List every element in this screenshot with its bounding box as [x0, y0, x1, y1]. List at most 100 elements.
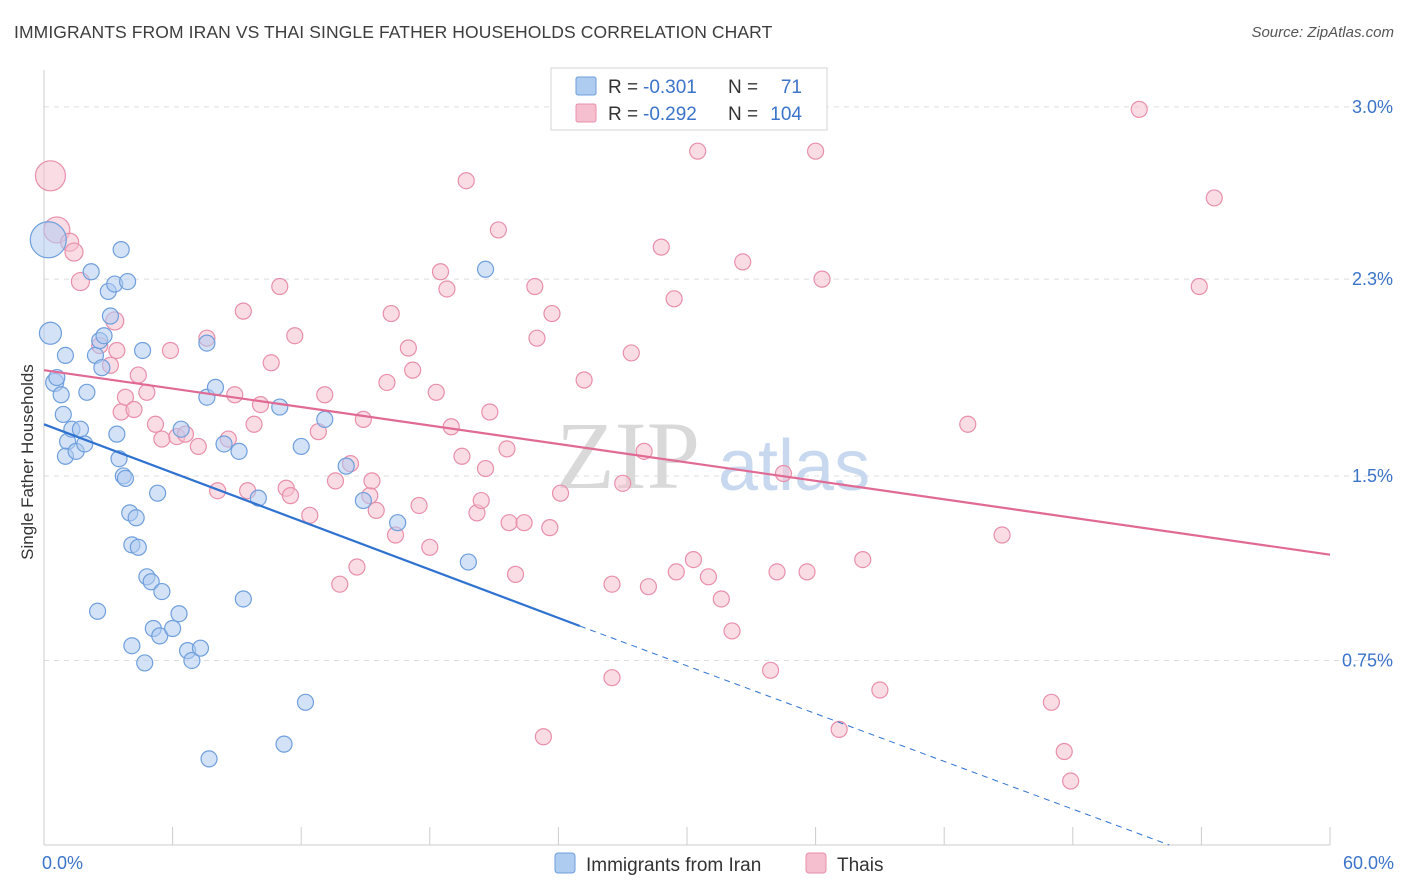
iran-point — [275, 735, 293, 753]
legend-swatch-iran — [575, 76, 597, 96]
thais-point — [622, 344, 640, 362]
iran-point — [354, 491, 372, 510]
thais-point — [603, 575, 621, 593]
iran-point — [56, 346, 75, 364]
thais-point — [161, 341, 180, 360]
legend-box — [550, 67, 828, 131]
thais-point — [472, 491, 490, 510]
iran-point — [29, 221, 67, 259]
legend-r-value-thais: -0.292 — [643, 104, 697, 125]
iran-point — [95, 327, 113, 345]
legend-r-value-iran: -0.301 — [643, 77, 697, 98]
iran-point — [52, 386, 70, 404]
thais-point — [281, 487, 300, 505]
x-tick-label: 0.0% — [42, 853, 83, 873]
thais-point — [712, 590, 730, 608]
thais-point — [1055, 742, 1073, 761]
thais-point — [129, 366, 147, 384]
thais-point — [34, 160, 67, 192]
thais-point — [498, 440, 516, 458]
thais-point — [245, 415, 263, 433]
iran-point — [230, 442, 248, 460]
iran-point — [191, 639, 210, 657]
thais-point — [316, 386, 334, 404]
bottom-legend-swatch-thais — [805, 852, 827, 874]
source-credit: Source: ZipAtlas.com — [1251, 24, 1394, 41]
thais-point — [481, 403, 499, 421]
thais-point — [506, 565, 525, 583]
thais-point — [348, 558, 366, 576]
y-axis-title: Single Father Households — [18, 364, 37, 560]
legend-swatch-thais — [575, 103, 597, 123]
thais-point — [543, 304, 561, 323]
legend-n-label-thais: N = — [728, 104, 758, 125]
iran-point — [198, 334, 216, 352]
thais-point — [534, 728, 552, 746]
thais-point — [301, 506, 319, 524]
thais-point — [125, 400, 143, 419]
bottom-legend-label-thais: Thais — [837, 855, 883, 876]
thais-point — [639, 578, 658, 596]
iran-point — [129, 538, 147, 556]
iran-point — [54, 405, 72, 424]
iran-point — [459, 553, 477, 571]
iran-point — [151, 627, 169, 645]
iran-point — [200, 750, 218, 768]
thais-point — [723, 622, 741, 640]
thais-point — [761, 661, 780, 679]
iran-trend-extension — [579, 625, 1170, 846]
thais-point — [189, 437, 207, 456]
legend-n-value-iran: 71 — [781, 77, 802, 98]
thais-point — [146, 415, 165, 433]
thais-point — [354, 410, 372, 428]
legend-r-label-thais: R = — [608, 104, 638, 125]
thais-point — [515, 514, 533, 532]
iran-point — [476, 260, 495, 278]
legend-n-label-iran: N = — [728, 77, 758, 98]
thais-point — [234, 302, 252, 320]
iran-point — [170, 605, 188, 623]
iran-point — [118, 272, 137, 291]
thais-point — [262, 354, 280, 372]
axes-layer — [43, 70, 1331, 846]
thais-point — [500, 514, 518, 532]
thais-point — [871, 681, 889, 699]
thais-point — [665, 290, 683, 308]
thais-point — [959, 415, 977, 433]
iran-point — [234, 590, 252, 608]
iran-point — [88, 602, 107, 620]
thais-point — [382, 304, 400, 323]
legend-r-label-iran: R = — [608, 77, 638, 98]
thais-point — [251, 396, 270, 414]
y-tick-label: 1.5% — [1352, 466, 1393, 486]
thais-point — [64, 242, 84, 262]
watermark: ZIP atlas — [556, 402, 870, 509]
thais-point — [813, 270, 831, 288]
iran-point — [93, 359, 111, 377]
thais-point — [367, 501, 385, 519]
thais-point — [410, 496, 428, 515]
thais-point — [993, 526, 1011, 544]
thais-point — [1205, 189, 1223, 207]
thais-point — [286, 327, 304, 345]
thais-point — [271, 277, 289, 296]
thais-point — [331, 575, 349, 593]
iran-point — [296, 693, 315, 711]
watermark-atlas: atlas — [718, 426, 870, 506]
iran-point — [136, 654, 154, 672]
thais-point — [774, 464, 793, 483]
thais-point — [684, 551, 703, 569]
thais-point — [431, 263, 450, 281]
iran-point — [337, 457, 355, 475]
thais-point — [667, 563, 685, 581]
iran-point — [148, 484, 167, 502]
thais-point — [476, 459, 495, 478]
iran-point — [215, 435, 233, 453]
thais-point — [108, 341, 126, 360]
thais-point — [153, 430, 171, 448]
thais-point — [453, 447, 471, 465]
thais-trend-line — [43, 369, 1331, 556]
series-iran-points — [29, 221, 495, 768]
iran-point — [164, 619, 182, 638]
